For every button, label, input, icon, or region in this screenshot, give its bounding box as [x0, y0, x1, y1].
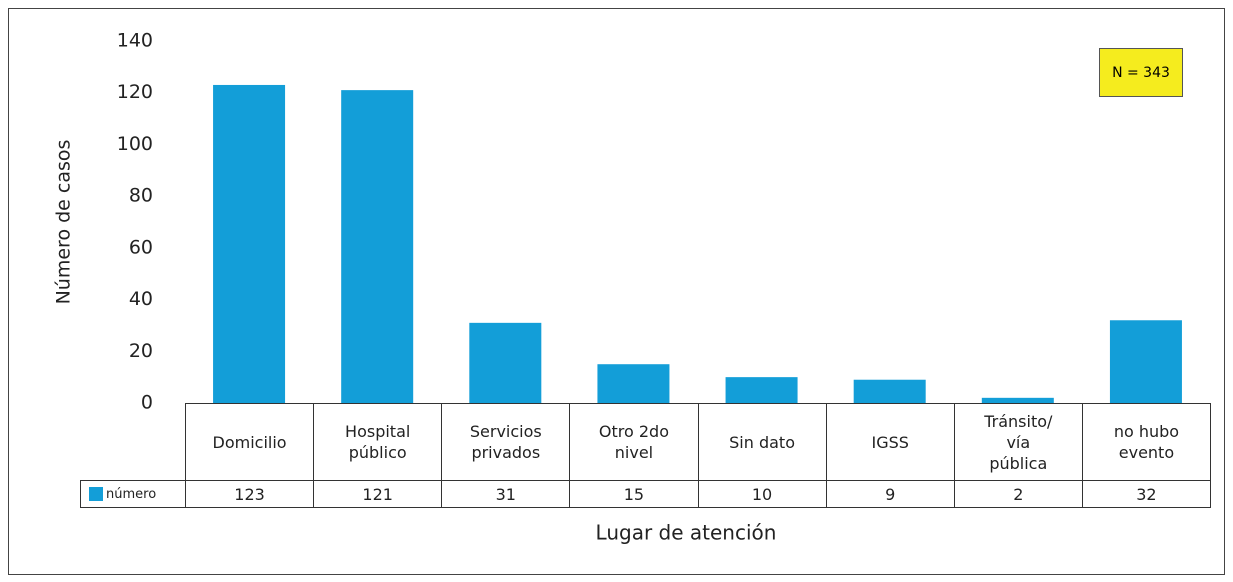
y-tick-label: 100	[117, 133, 153, 155]
y-tick-label: 60	[129, 236, 153, 258]
x-axis-title: Lugar de atención	[596, 521, 777, 545]
bar	[341, 90, 414, 403]
bar	[597, 364, 670, 403]
value-cell: 15	[569, 480, 699, 508]
bar	[725, 377, 798, 403]
chart-frame	[8, 8, 1225, 575]
y-tick-label: 120	[117, 81, 153, 103]
category-cell: Hospital público	[313, 403, 443, 481]
bar	[981, 397, 1054, 403]
y-tick-label: 0	[141, 392, 153, 414]
bar	[469, 322, 542, 403]
y-tick-label: 20	[129, 340, 153, 362]
value-cell: 2	[953, 480, 1083, 508]
category-cell: Sin dato	[697, 403, 827, 481]
value-cell: 31	[441, 480, 571, 508]
legend-label: número	[106, 486, 157, 502]
annotation: N = 343	[1099, 48, 1183, 97]
value-cell: 32	[1081, 480, 1211, 508]
category-cell: IGSS	[825, 403, 955, 481]
category-cell: Domicilio	[185, 403, 315, 481]
bar	[1109, 320, 1182, 403]
value-cell: 123	[185, 480, 315, 508]
y-axis-title: Número de casos	[53, 140, 75, 305]
category-cell: Otro 2do nivel	[569, 403, 699, 481]
value-cell: 121	[313, 480, 443, 508]
category-cell: Tránsito/ vía pública	[953, 403, 1083, 481]
value-cell: 9	[825, 480, 955, 508]
y-tick-label: 80	[129, 185, 153, 207]
legend-cell: número	[80, 480, 186, 508]
y-tick-label: 140	[117, 30, 153, 52]
y-tick-label: 40	[129, 288, 153, 310]
category-cell: no hubo evento	[1081, 403, 1211, 481]
category-cell: Servicios privados	[441, 403, 571, 481]
value-cell: 10	[697, 480, 827, 508]
legend-swatch	[89, 487, 103, 501]
bar	[213, 84, 286, 403]
bar	[853, 379, 926, 403]
